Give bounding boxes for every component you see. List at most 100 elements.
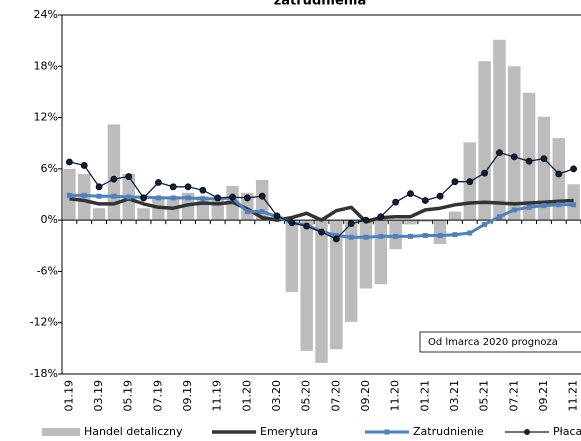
line-marker — [511, 207, 517, 213]
line-marker — [541, 203, 547, 209]
line-marker — [407, 233, 413, 239]
line-marker — [110, 175, 118, 183]
chart-title: zatrudnienia — [274, 0, 367, 9]
line-marker — [66, 192, 72, 198]
line-marker — [169, 183, 177, 191]
x-tick-label: 05.21 — [478, 380, 491, 412]
line-marker — [214, 194, 222, 202]
x-tick-label: 11.19 — [211, 380, 224, 412]
legend-label: Emerytura — [260, 425, 318, 438]
line-marker — [496, 214, 502, 220]
y-tick-label: 24% — [34, 8, 58, 21]
x-tick-label: 09.19 — [181, 380, 194, 412]
line-marker — [125, 173, 133, 180]
legend-marker — [524, 429, 530, 435]
line-marker — [96, 193, 102, 199]
annotation: Od lmarca 2020 prognoza — [428, 337, 558, 348]
line-marker — [362, 216, 370, 224]
y-tick-label: 6% — [41, 162, 58, 175]
bar — [537, 116, 551, 221]
line-marker — [126, 194, 132, 200]
x-tick-label: 11.20 — [389, 380, 402, 412]
line-marker — [199, 186, 207, 194]
x-tick-label: 11.21 — [567, 380, 580, 412]
line-marker — [200, 196, 206, 202]
bar — [478, 61, 491, 221]
line-series — [69, 197, 574, 224]
line-marker — [363, 234, 369, 240]
line-marker — [140, 194, 147, 202]
bar — [255, 179, 269, 221]
line-marker — [185, 195, 191, 201]
line-marker — [407, 190, 414, 198]
line-marker — [348, 234, 354, 240]
x-tick-label: 05.19 — [122, 380, 135, 412]
line-marker — [111, 193, 117, 199]
line-marker — [540, 155, 548, 163]
legend-marker — [384, 429, 390, 435]
line-marker — [393, 233, 399, 239]
line-marker — [244, 209, 250, 215]
line-marker — [333, 233, 339, 239]
line-marker — [377, 213, 385, 221]
line-marker — [466, 178, 474, 186]
x-tick-label: 09.21 — [537, 380, 550, 412]
bar — [433, 220, 447, 245]
legend-swatch — [42, 428, 80, 436]
legend-label: Handel detaliczny — [84, 425, 183, 438]
bar — [315, 220, 328, 363]
line-marker — [229, 193, 236, 201]
line-marker — [378, 233, 384, 239]
line-marker — [80, 162, 88, 169]
bar — [92, 208, 106, 221]
x-tick-label: 05.20 — [300, 380, 313, 412]
x-tick-label: 03.19 — [92, 380, 105, 412]
bar — [522, 92, 536, 221]
line-marker — [571, 202, 577, 208]
line-marker — [392, 198, 400, 206]
x-tick-label: 07.20 — [329, 380, 342, 412]
line-marker — [332, 235, 340, 243]
line-marker — [347, 220, 355, 227]
line-marker — [81, 192, 87, 198]
annotation-box — [419, 331, 581, 353]
line-marker — [303, 222, 311, 230]
x-tick-label: 01.19 — [62, 380, 75, 412]
line-marker — [496, 149, 503, 157]
x-tick-label: 03.20 — [270, 380, 283, 412]
y-tick-label: 12% — [34, 111, 58, 124]
line-marker — [437, 233, 443, 239]
y-tick-label: 0% — [41, 213, 58, 226]
x-tick-label: 03.21 — [448, 380, 461, 412]
line-marker — [170, 195, 176, 201]
line-marker — [481, 169, 489, 177]
line-marker — [66, 158, 73, 166]
bar — [419, 220, 432, 222]
x-tick-label: 09.20 — [359, 380, 372, 412]
bar — [241, 192, 254, 221]
plot-frame — [61, 14, 581, 375]
bar — [300, 220, 313, 351]
line-marker — [467, 230, 473, 236]
line-marker — [482, 221, 488, 227]
line-marker — [155, 195, 161, 201]
y-tick-label: -6% — [37, 264, 58, 277]
line-marker — [452, 232, 458, 238]
legend-label: Zatrudnienie — [413, 425, 484, 438]
bar — [508, 66, 521, 221]
line-marker — [570, 165, 577, 173]
line-marker — [451, 178, 459, 186]
bar — [285, 220, 299, 292]
y-tick-label: -12% — [30, 316, 58, 329]
bar — [344, 220, 358, 322]
bar — [359, 220, 373, 289]
bar — [137, 208, 150, 221]
line-marker — [421, 197, 429, 204]
y-tick-label: 18% — [34, 59, 58, 72]
line-marker — [259, 209, 265, 215]
line-marker — [510, 153, 518, 161]
bar — [404, 220, 417, 225]
line-marker — [154, 179, 162, 186]
line-marker — [184, 183, 192, 191]
